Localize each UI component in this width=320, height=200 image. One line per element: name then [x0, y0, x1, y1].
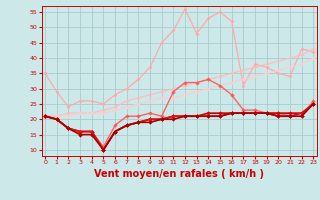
- X-axis label: Vent moyen/en rafales ( km/h ): Vent moyen/en rafales ( km/h ): [94, 169, 264, 179]
